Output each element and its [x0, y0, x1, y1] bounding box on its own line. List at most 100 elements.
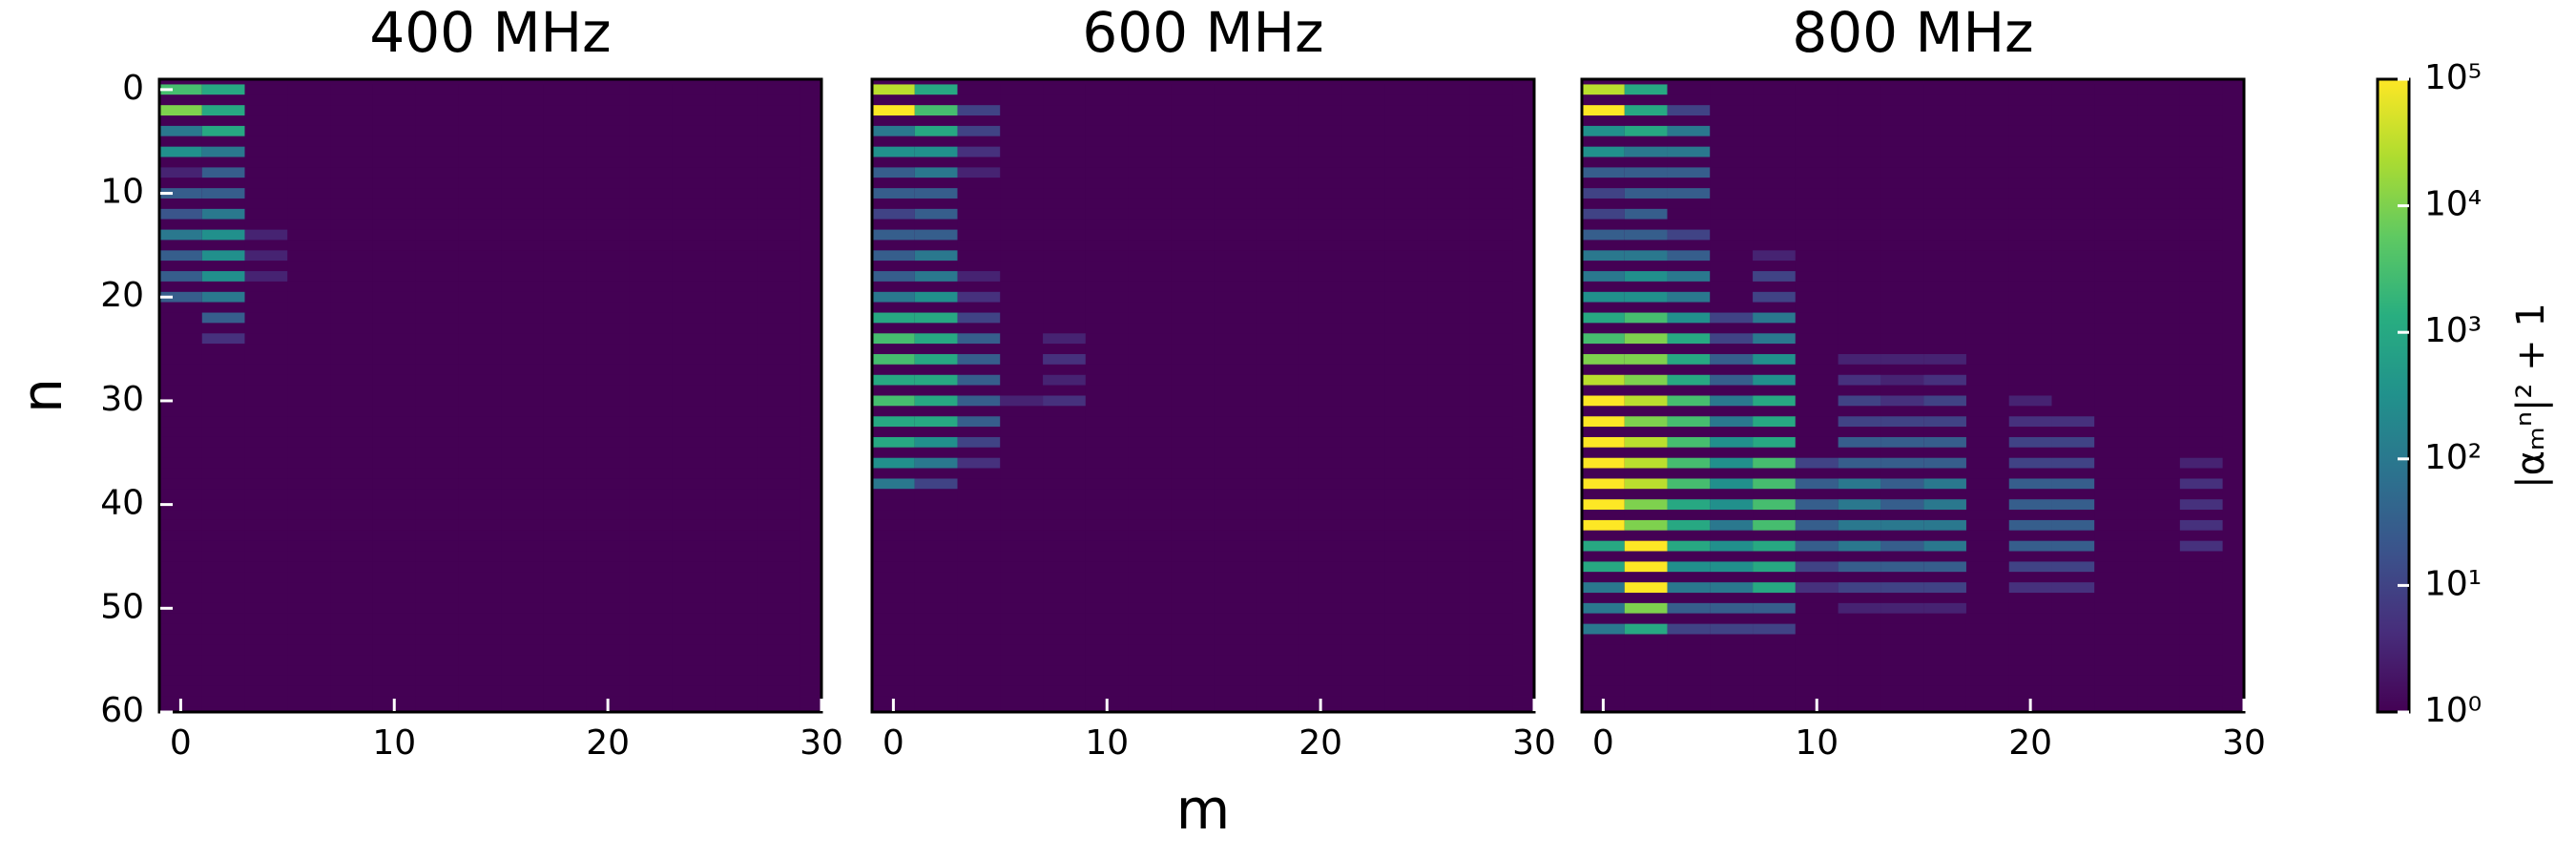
- heatmap-cell: [1667, 416, 1711, 428]
- heatmap-cell: [2094, 530, 2138, 541]
- heatmap-cell: [1624, 364, 1668, 375]
- heatmap-cell: [1838, 125, 1881, 136]
- heatmap-cell: [586, 208, 630, 220]
- heatmap-cell: [1582, 188, 1625, 199]
- heatmap-cell: [330, 519, 373, 531]
- heatmap-cell: [1341, 344, 1385, 355]
- heatmap-cell: [415, 499, 459, 511]
- heatmap-cell: [586, 115, 630, 126]
- heatmap-cell: [957, 685, 1001, 697]
- heatmap-cell: [1667, 572, 1711, 583]
- heatmap-cell: [715, 136, 758, 147]
- heatmap-cell: [872, 84, 915, 95]
- heatmap-cell: [1000, 416, 1044, 428]
- heatmap-cell: [159, 84, 202, 95]
- heatmap-cell: [1838, 354, 1881, 365]
- heatmap-cell: [1880, 551, 1924, 562]
- heatmap-cell: [458, 84, 502, 95]
- heatmap-cell: [201, 602, 245, 614]
- heatmap-cell: [330, 157, 373, 168]
- heatmap-cell: [330, 261, 373, 272]
- heatmap-cell: [1624, 427, 1668, 437]
- heatmap-cell: [2179, 644, 2223, 656]
- heatmap-cell: [1838, 582, 1881, 594]
- heatmap-cell: [957, 208, 1001, 220]
- heatmap-cell: [2137, 510, 2180, 520]
- heatmap-cell: [543, 167, 587, 178]
- heatmap-cell: [1624, 374, 1668, 386]
- heatmap-cell: [2008, 530, 2052, 541]
- heatmap-cell: [372, 115, 416, 126]
- heatmap-cell: [1384, 178, 1428, 189]
- heatmap-cell: [2137, 240, 2180, 251]
- heatmap-cell: [543, 582, 587, 594]
- heatmap-cell: [672, 219, 716, 230]
- heatmap-cell: [244, 208, 288, 220]
- heatmap-cell: [501, 406, 544, 417]
- heatmap-cell: [757, 219, 800, 230]
- x-tick-label: 20: [1298, 723, 1342, 763]
- heatmap-cell: [1624, 136, 1668, 147]
- heatmap-cell: [672, 696, 716, 707]
- heatmap-cell: [2179, 530, 2223, 541]
- plot-frame: [157, 77, 823, 714]
- heatmap-cell: [1965, 468, 2009, 479]
- heatmap-cell: [1923, 395, 1966, 407]
- heatmap-cell: [1171, 665, 1215, 676]
- heatmap-cell: [287, 312, 331, 324]
- heatmap-cell: [2179, 602, 2223, 614]
- heatmap-cell: [1171, 229, 1215, 241]
- heatmap-cell: [757, 208, 800, 220]
- heatmap-cell: [244, 436, 288, 448]
- heatmap-cell: [1753, 157, 1796, 168]
- heatmap-cell: [914, 157, 958, 168]
- heatmap-cell: [672, 416, 716, 428]
- heatmap-cell: [2051, 229, 2095, 241]
- heatmap-cell: [1624, 354, 1668, 365]
- heatmap-cell: [1085, 582, 1129, 594]
- heatmap-cell: [1085, 572, 1129, 583]
- heatmap-cell: [1214, 364, 1257, 375]
- heatmap-cell: [1753, 271, 1796, 282]
- heatmap-cell: [1624, 489, 1668, 500]
- heatmap-cell: [672, 675, 716, 686]
- heatmap-cell: [415, 385, 459, 396]
- heatmap-cell: [1427, 602, 1470, 614]
- heatmap-cell: [2008, 84, 2052, 95]
- heatmap-cell: [2094, 436, 2138, 448]
- heatmap-cell: [501, 188, 544, 199]
- heatmap-cell: [1298, 644, 1342, 656]
- y-tick-label: 60: [100, 691, 144, 730]
- heatmap-cell: [501, 333, 544, 345]
- heatmap-cell: [1427, 572, 1470, 583]
- heatmap-cell: [957, 374, 1001, 386]
- heatmap-cell: [1795, 436, 1839, 448]
- heatmap-cell: [1043, 302, 1086, 313]
- heatmap-cell: [2179, 395, 2223, 407]
- heatmap-cell: [159, 634, 202, 645]
- heatmap-cell: [1427, 125, 1470, 136]
- heatmap-cell: [2137, 540, 2180, 552]
- heatmap-cell: [201, 115, 245, 126]
- heatmap-cell: [501, 540, 544, 552]
- heatmap-cell: [1000, 602, 1044, 614]
- heatmap-cell: [1128, 530, 1172, 541]
- heatmap-cell: [1256, 261, 1299, 272]
- heatmap-cell: [1171, 602, 1215, 614]
- heatmap-cell: [586, 593, 630, 603]
- heatmap-cell: [715, 696, 758, 707]
- heatmap-cell: [372, 582, 416, 594]
- heatmap-cell: [1667, 333, 1711, 345]
- heatmap-cell: [244, 385, 288, 396]
- heatmap-cell: [1965, 94, 2009, 106]
- heatmap-cell: [330, 665, 373, 676]
- heatmap-cell: [415, 125, 459, 136]
- heatmap-cell: [159, 157, 202, 168]
- heatmap-cell: [1710, 354, 1754, 365]
- heatmap-cell: [1753, 291, 1796, 303]
- heatmap-cell: [2008, 468, 2052, 479]
- heatmap-cell: [715, 468, 758, 479]
- heatmap-cell: [1965, 519, 2009, 531]
- heatmap-cell: [1753, 602, 1796, 614]
- heatmap-cell: [1214, 644, 1257, 656]
